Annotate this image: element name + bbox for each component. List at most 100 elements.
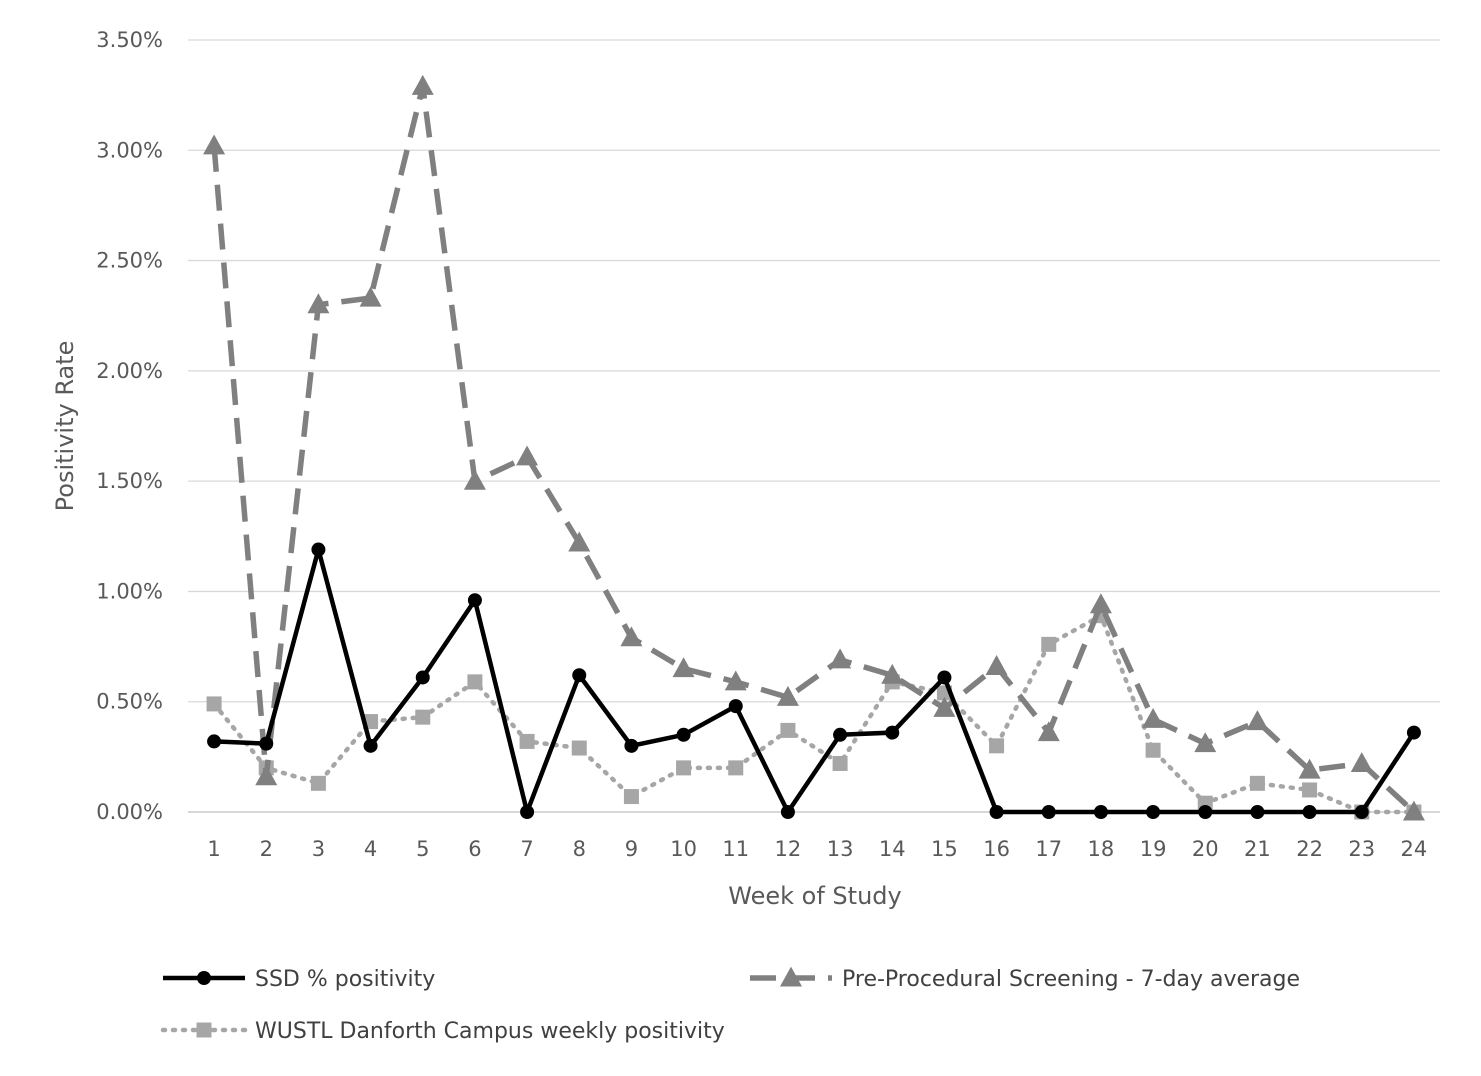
x-tick-label: 12 (775, 837, 802, 861)
x-tick-label: 3 (312, 837, 325, 861)
x-tick-label: 20 (1192, 837, 1219, 861)
y-tick-label: 2.00% (96, 359, 163, 383)
x-tick-label: 17 (1035, 837, 1062, 861)
y-tick-label: 3.00% (96, 138, 163, 162)
data-point-circle (885, 725, 900, 740)
data-point-triangle (516, 445, 539, 466)
data-point-circle (728, 699, 743, 714)
data-point-square (206, 696, 222, 712)
data-point-square (310, 775, 326, 791)
data-point-triangle (203, 134, 226, 155)
data-point-circle (937, 670, 952, 685)
data-point-triangle (463, 469, 486, 490)
data-point-circle (311, 542, 326, 557)
series-line (211, 613, 1417, 815)
data-point-circle (1198, 805, 1213, 819)
x-tick-label: 2 (260, 837, 273, 861)
data-point-triangle (780, 966, 802, 987)
x-axis-ticks: 1 2 3 4 5 6 7 8 9 10 11 12 13 14 15 16 17 18 19 20 21 22 23 24 (207, 837, 1427, 861)
data-point-square (1041, 636, 1057, 652)
x-tick-label: 19 (1140, 837, 1167, 861)
legend-item-2: Pre-Procedural Screening - 7-day average (750, 966, 1300, 992)
data-point-circle (676, 727, 691, 742)
legend-label: WUSTL Danforth Campus weekly positivity (255, 1019, 725, 1044)
data-point-square (1249, 775, 1265, 791)
data-point-triangle (933, 696, 956, 717)
data-point-square (623, 789, 639, 805)
x-tick-label: 18 (1088, 837, 1115, 861)
x-tick-label: 4 (364, 837, 377, 861)
x-tick-label: 23 (1348, 837, 1375, 861)
x-tick-label: 10 (670, 837, 697, 861)
data-point-circle (1354, 805, 1369, 819)
data-point-circle (1250, 805, 1265, 819)
data-point-triangle (568, 531, 591, 552)
x-tick-label: 21 (1244, 837, 1271, 861)
y-tick-label: 3.50% (96, 28, 163, 52)
y-tick-label: 0.00% (96, 800, 163, 824)
data-point-triangle (1089, 593, 1112, 614)
legend-item-1: SSD % positivity (163, 967, 435, 992)
data-point-circle (1093, 805, 1108, 819)
data-point-triangle (411, 74, 434, 95)
x-tick-label: 16 (983, 837, 1010, 861)
data-point-square (1145, 742, 1161, 758)
x-tick-label: 9 (625, 837, 638, 861)
legend-label: SSD % positivity (255, 967, 435, 992)
x-tick-label: 11 (722, 837, 749, 861)
data-point-triangle (1142, 707, 1165, 728)
data-point-triangle (1246, 710, 1269, 731)
x-tick-label: 13 (827, 837, 854, 861)
data-point-triangle (255, 765, 278, 786)
data-point-square (571, 740, 587, 756)
data-point-circle (780, 805, 795, 819)
data-point-circle (207, 734, 222, 749)
data-point-square (728, 760, 744, 776)
data-point-square (832, 755, 848, 771)
legend: SSD % positivity Pre-Procedural Screening… (160, 966, 1300, 1044)
series-2 (203, 74, 1425, 821)
data-point-square (467, 674, 483, 690)
data-point-circle (1041, 805, 1056, 819)
data-point-triangle (1194, 732, 1217, 753)
data-point-triangle (724, 670, 747, 691)
data-point-triangle (1350, 752, 1373, 773)
series-1 (207, 542, 1421, 819)
data-point-square (780, 722, 796, 738)
data-point-triangle (829, 648, 852, 669)
data-point-triangle (672, 657, 695, 678)
data-point-square (196, 1022, 212, 1038)
data-point-triangle (1402, 800, 1425, 821)
data-point-square (415, 709, 431, 725)
y-axis-title: Positivity Rate (51, 341, 79, 512)
data-point-circle (1146, 805, 1161, 819)
y-tick-label: 1.50% (96, 469, 163, 493)
data-point-circle (197, 971, 211, 985)
data-point-triangle (881, 663, 904, 684)
data-point-square (989, 738, 1005, 754)
data-point-square (1302, 782, 1318, 798)
x-tick-label: 14 (879, 837, 906, 861)
x-tick-label: 7 (520, 837, 533, 861)
series-line (213, 547, 1416, 815)
y-tick-label: 0.50% (96, 690, 163, 714)
series-line (211, 83, 1416, 815)
y-tick-label: 1.00% (96, 579, 163, 603)
legend-label: Pre-Procedural Screening - 7-day average (842, 967, 1300, 992)
data-point-circle (467, 593, 482, 608)
x-tick-label: 8 (573, 837, 586, 861)
data-point-triangle (620, 626, 643, 647)
y-axis-ticks: 0.00% 0.50% 1.00% 1.50% 2.00% 2.50% 3.00% 3.50% (96, 28, 163, 824)
data-point-circle (415, 670, 430, 685)
x-tick-label: 1 (207, 837, 220, 861)
data-point-triangle (776, 685, 799, 706)
y-tick-label: 2.50% (96, 249, 163, 273)
data-point-triangle (359, 286, 382, 307)
data-point-circle (572, 668, 587, 683)
x-axis-title: Week of Study (728, 882, 901, 910)
data-point-square (519, 733, 535, 749)
data-point-triangle (307, 293, 330, 314)
data-point-circle (1302, 805, 1317, 819)
gridlines (188, 39, 1440, 813)
